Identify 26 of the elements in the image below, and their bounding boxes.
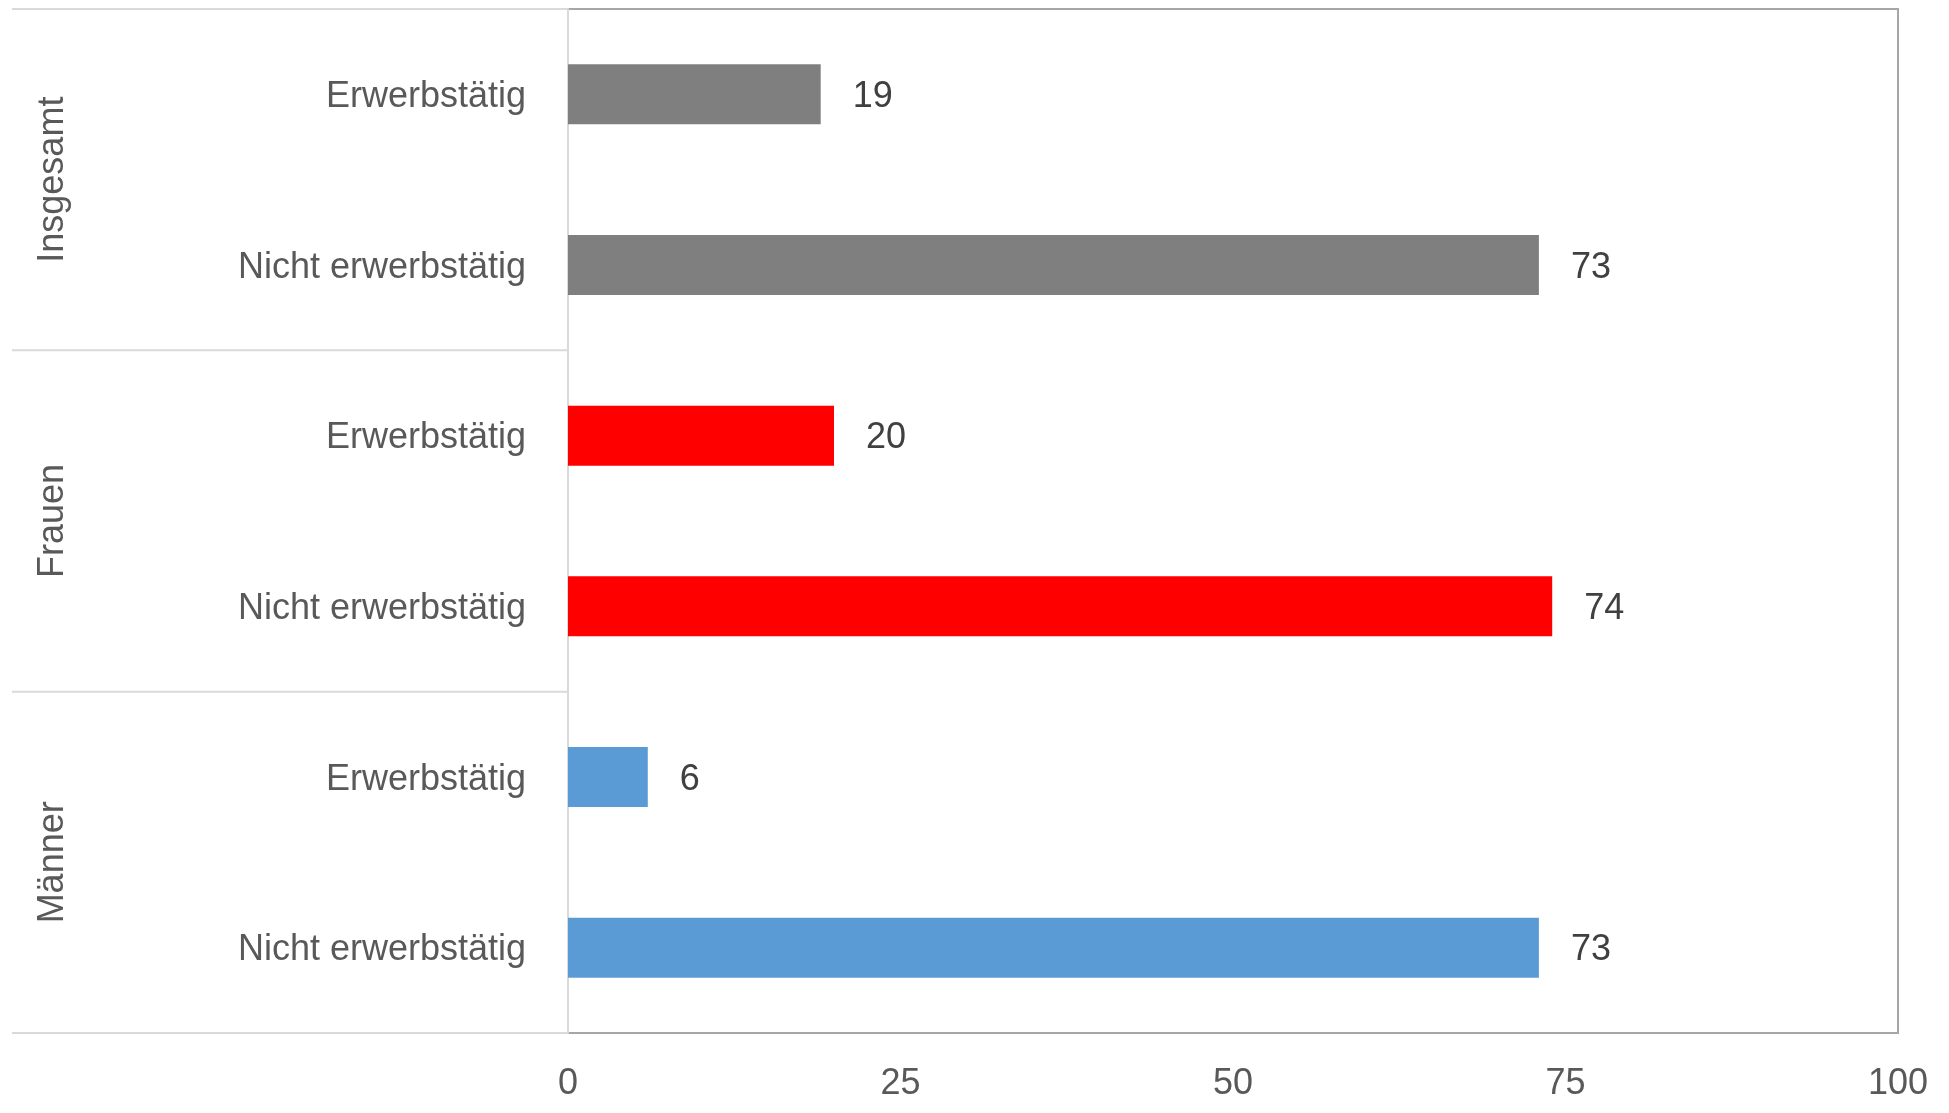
text: Männer xyxy=(29,801,71,924)
data-label: 20 xyxy=(866,415,907,457)
y-tick-label: Nicht erwerbstätig xyxy=(237,585,526,627)
data-label: 19 xyxy=(852,73,893,115)
y-tick-label: Erwerbstätig xyxy=(325,73,526,115)
y-tick-label: Erwerbstätig xyxy=(325,756,526,798)
x-tick-label: 25 xyxy=(880,1060,921,1102)
data-label: 73 xyxy=(1570,927,1611,969)
data-label: 6 xyxy=(679,756,700,798)
bar xyxy=(568,64,821,125)
data-label: 73 xyxy=(1570,244,1611,286)
bar xyxy=(568,576,1553,637)
x-tick-label: 100 xyxy=(1867,1060,1929,1102)
x-tick-label: 0 xyxy=(557,1060,579,1102)
y-tick-label: Nicht erwerbstätig xyxy=(237,927,526,969)
x-tick-label: 75 xyxy=(1545,1060,1586,1102)
y-tick-label: Erwerbstätig xyxy=(325,415,526,457)
bar xyxy=(568,917,1539,978)
x-tick-label: 50 xyxy=(1212,1060,1254,1102)
bar xyxy=(568,235,1539,295)
y-tick-label: Nicht erwerbstätig xyxy=(237,244,526,286)
bar xyxy=(568,405,834,466)
text: Frauen xyxy=(29,463,71,579)
bar xyxy=(568,747,648,807)
data-label: 74 xyxy=(1584,585,1625,627)
text: Insgesamt xyxy=(29,96,71,263)
